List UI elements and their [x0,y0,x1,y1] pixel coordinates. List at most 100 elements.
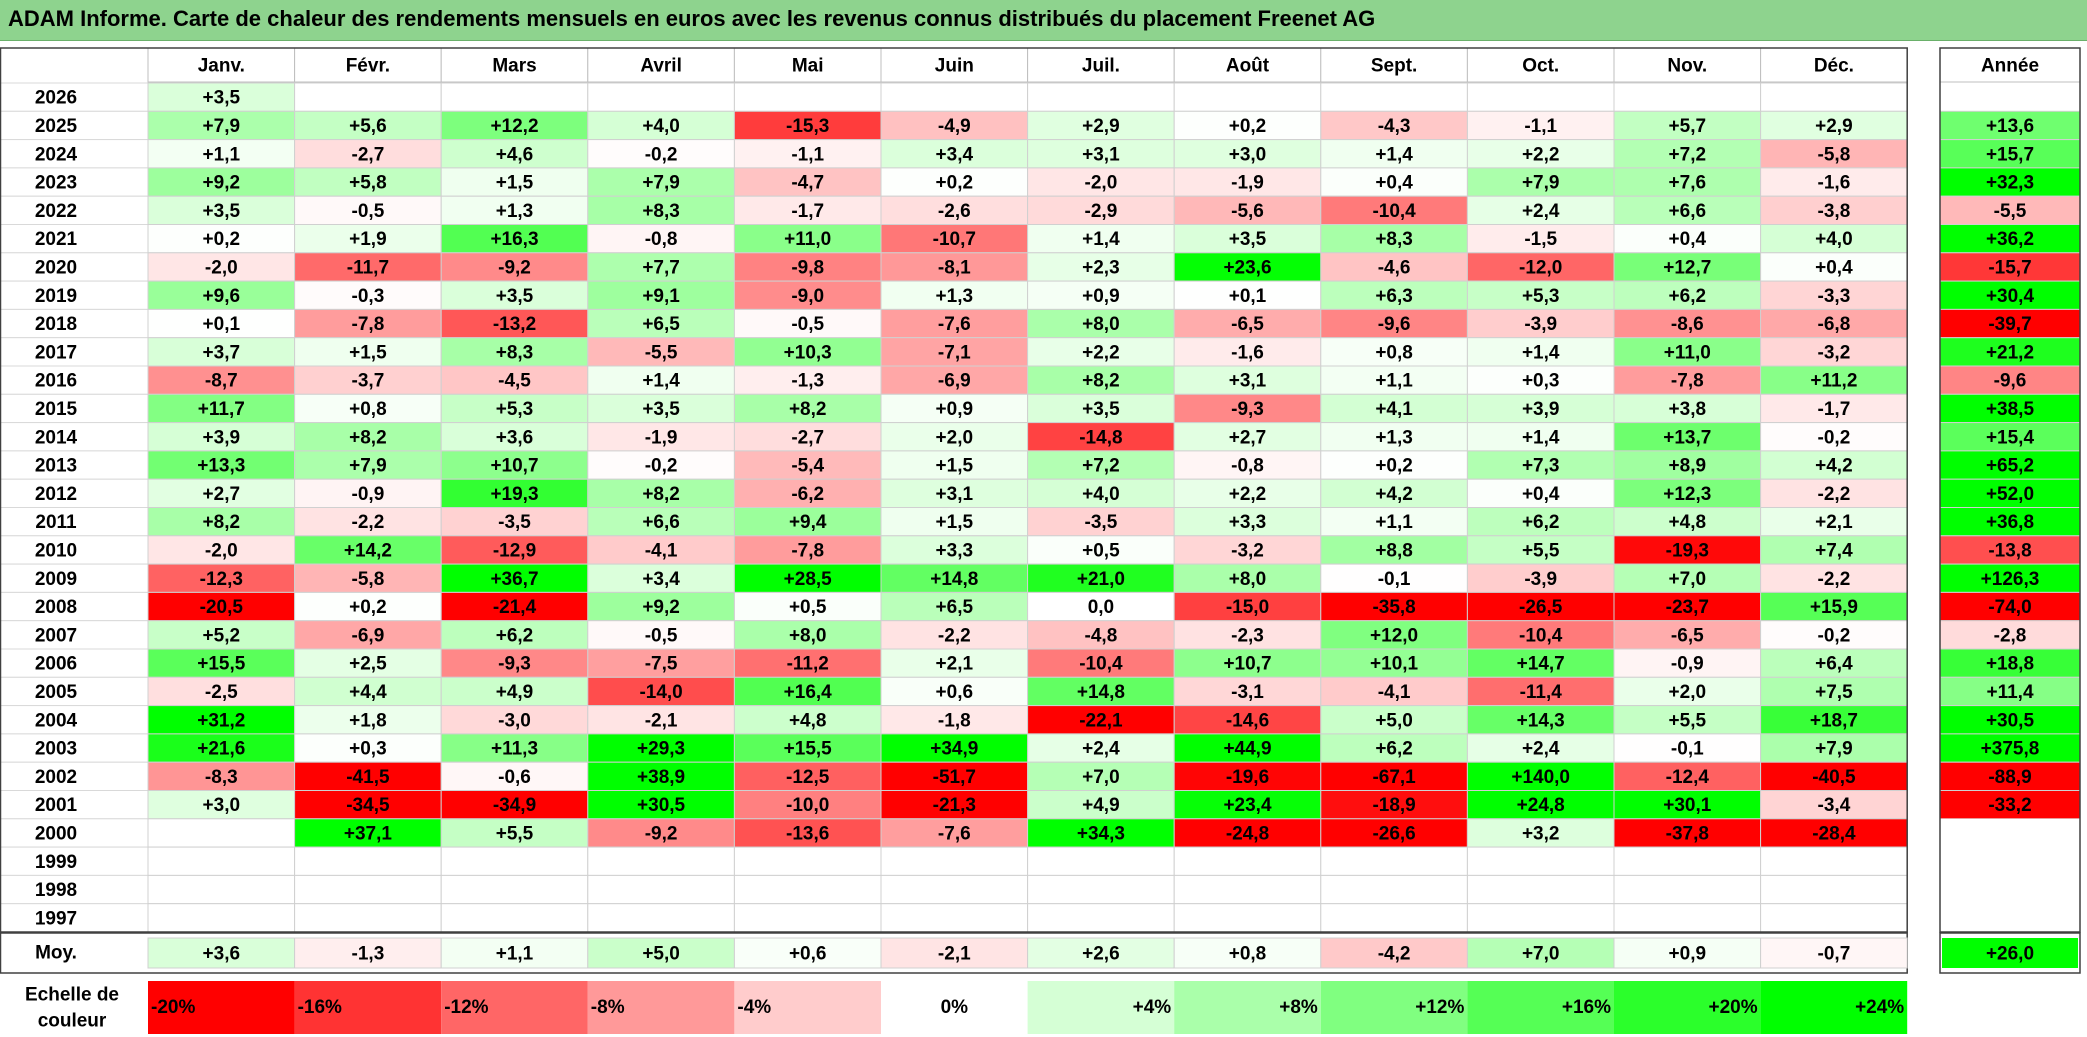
cell-value-label: +2,2 [1229,484,1267,505]
heatmap-cell [1613,874,1762,905]
cell-value-label: +0,2 [203,229,241,250]
cell-value-label: -19,3 [1666,540,1709,561]
cell-value-label: +1,1 [1375,512,1413,533]
scale-swatch-label: -16% [298,997,342,1018]
cell-value-label: -2,9 [1085,201,1118,222]
heatmap-cell [440,365,589,395]
cell-value-label: -10,4 [1519,625,1563,646]
cell-value-label: -21,4 [493,597,537,618]
cell-value-label: -2,2 [1818,484,1851,505]
cell-value-label: +8,2 [642,484,680,505]
cell-value-label: -0,5 [791,314,824,335]
cell-value-label: +7,9 [203,116,241,137]
cell-value-label: +3,5 [642,399,680,420]
scale-swatch-label: +16% [1562,997,1611,1018]
heatmap-cell [587,337,735,367]
cell-value-label: -6,2 [791,484,824,505]
heatmap-cell [880,224,1029,254]
cell-value-label: +8,8 [1375,540,1413,561]
cell-value-label: -4,6 [1378,257,1411,278]
heatmap-cell [1760,365,1908,395]
cell-value-label: +44,9 [1223,739,1271,760]
heatmap-cell [587,535,735,565]
cell-value-label: +0,3 [1522,371,1560,392]
cell-value-label: -12,3 [200,569,243,590]
heatmap-cell [1760,790,1908,820]
cell-value-label: -2,0 [1085,173,1118,194]
cell-value-label: -0,1 [1378,569,1411,590]
heatmap-cell [440,139,589,169]
cell-value-label: -4,8 [1085,625,1118,646]
cell-value-label: -1,1 [791,144,824,165]
heatmap-cell [587,224,735,254]
cell-value-label: +21,0 [1077,569,1125,590]
cell-value-label: +30,5 [637,795,686,816]
cell-value-label: -8,6 [1671,314,1704,335]
cell-value-label: -3,0 [498,710,531,731]
cell-value-label: +2,0 [1669,682,1707,703]
cell-value-label: +36,7 [490,569,538,590]
cell-value-label: +0,1 [1229,286,1267,307]
annual-header-label: Année [1981,56,2039,77]
cell-value-label: +2,3 [1082,257,1120,278]
heatmap-cell [1760,591,1908,622]
heatmap-cell [880,818,1029,848]
cell-value-label: -26,5 [1519,597,1563,618]
annual-cell [1940,903,2080,932]
cell-value-label: -23,7 [1666,597,1709,618]
heatmap-cell [147,818,296,848]
cell-value-label: -2,5 [205,682,238,703]
cell-value-label: +4,6 [496,144,534,165]
cell-value-label: +6,2 [1375,739,1413,760]
cell-value-label: -4,5 [498,371,531,392]
cell-value-label: +10,1 [1370,654,1419,675]
heatmap-cell [1173,252,1322,282]
heatmap-cell [1173,224,1322,254]
cell-value-label: -3,2 [1818,342,1851,363]
heatmap-cell [1613,846,1762,876]
annual-value-label: +126,3 [1981,569,2040,590]
cell-value-label: -4,1 [645,540,678,561]
cell-value-label: +0,2 [1375,456,1413,477]
heatmap-cell [294,535,442,565]
cell-value-label: -8,3 [205,767,238,788]
heatmap-cell [880,139,1029,169]
cell-value-label: +15,9 [1810,597,1858,618]
cell-value-label: -9,2 [498,257,531,278]
heatmap-cell [733,591,882,622]
year-label-cell [0,478,149,509]
cell-value-label: -14,6 [1226,710,1269,731]
cell-value-label: -3,4 [1818,795,1851,816]
heatmap-cell [1466,563,1615,593]
average-cell [880,937,1029,969]
cell-value-label: -24,8 [1226,823,1269,844]
cell-value-label: +7,9 [1815,739,1853,760]
heatmap-cell [147,110,296,141]
cell-value-label: -21,3 [933,795,976,816]
year-label-cell [0,620,149,650]
heatmap-cell [1760,393,1908,424]
heatmap-cell [733,308,882,339]
heatmap-cell [294,139,442,169]
scale-swatch-label: -20% [151,997,195,1018]
annual-value-label: +30,5 [1986,710,2035,731]
heatmap-cell [733,818,882,848]
cell-value-label: 0,0 [1088,597,1114,618]
annual-value-label: -9,6 [1994,371,2027,392]
year-label: 2010 [35,540,77,561]
cell-value-label: +12,2 [490,116,538,137]
cell-value-label: -15,3 [786,116,829,137]
cell-value-label: -11,7 [347,257,389,278]
cell-value-label: +9,1 [642,286,680,307]
heatmap-cell [294,82,442,112]
average-label: Moy. [35,943,77,964]
heatmap-cell [1466,591,1615,622]
cell-value-label: +5,6 [349,116,387,137]
cell-value-label: -1,9 [645,427,678,448]
heatmap-cell [733,563,882,593]
heatmap-cell [1320,252,1468,282]
cell-value-label: -14,8 [1079,427,1122,448]
scale-swatch [1760,981,1908,1034]
cell-value-label: +3,5 [1082,399,1120,420]
cell-value-label: +2,4 [1522,739,1560,760]
